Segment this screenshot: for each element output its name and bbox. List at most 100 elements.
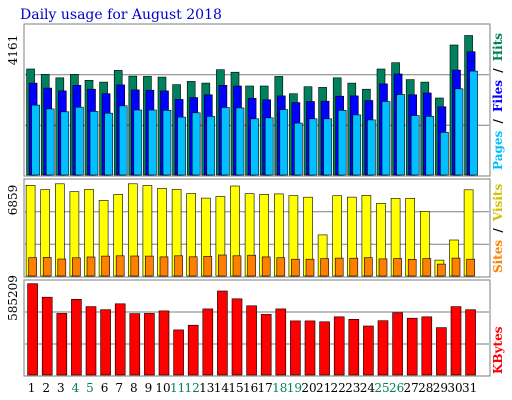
pages-bar-day-29 (440, 132, 449, 176)
sites-bar-day-16 (247, 254, 256, 277)
visits-panel-legend: Sites / Visits (491, 184, 505, 273)
sites-bar-day-19 (291, 258, 300, 277)
pages-bar-day-11 (177, 116, 186, 176)
sites-bar-day-28 (422, 258, 432, 277)
day-label-1: 1 (28, 381, 36, 395)
pages-bar-day-26 (396, 94, 405, 176)
sites-bar-day-10 (159, 256, 169, 277)
kbytes-bar-day-27 (406, 317, 418, 376)
pages-bar-day-31 (469, 70, 478, 176)
kbytes-bar-day-5 (85, 306, 97, 376)
sites-bar-day-20 (305, 258, 315, 277)
day-label-14: 14 (214, 381, 230, 395)
day-label-19: 19 (287, 381, 302, 395)
kbytes-bar-day-11 (173, 329, 184, 376)
sites-bar-day-25 (378, 258, 388, 277)
pages-bar-day-21 (323, 118, 332, 176)
kbytes-bar-day-22 (333, 316, 345, 376)
kbytes-bar-day-17 (260, 314, 272, 376)
pages-bar-day-1 (31, 104, 40, 176)
pages-bar-day-28 (425, 116, 435, 176)
kbytes-bar-day-8 (129, 313, 141, 376)
pages-bar-day-9 (148, 109, 157, 176)
day-label-12: 12 (185, 381, 200, 395)
day-label-2: 2 (42, 381, 50, 395)
legend-separator: / (491, 68, 505, 73)
sites-bar-day-8 (130, 255, 140, 277)
legend-sites: Sites (491, 240, 505, 273)
pages-bar-day-18 (279, 109, 289, 176)
kbytes-bar-day-9 (144, 313, 155, 376)
pages-bar-day-17 (264, 117, 274, 176)
kbytes-bar-day-13 (202, 308, 214, 376)
pages-bar-day-22 (337, 110, 347, 176)
kbytes-bar-day-16 (246, 305, 257, 376)
day-label-17: 17 (258, 381, 273, 395)
kbytes-bar-day-31 (465, 309, 476, 376)
pages-bar-day-30 (454, 88, 464, 176)
legend-files: Files (491, 80, 505, 112)
sites-bar-day-15 (232, 255, 242, 277)
kbytes-bar-day-25 (377, 320, 389, 376)
day-label-11: 11 (170, 381, 185, 395)
pages-bar-day-12 (191, 112, 201, 176)
pages-bar-day-3 (60, 111, 70, 176)
pages-bar-day-24 (367, 119, 376, 176)
day-label-15: 15 (228, 381, 243, 395)
kbytes-bar-day-29 (436, 327, 447, 376)
day-label-23: 23 (345, 381, 360, 395)
chart-title: Daily usage for August 2018 (20, 7, 222, 23)
kbytes-bar-day-2 (41, 296, 53, 376)
kbytes-bar-day-3 (56, 313, 68, 376)
day-label-20: 20 (301, 381, 316, 395)
pages-bar-day-15 (235, 107, 245, 176)
kbytes-bar-day-7 (114, 303, 126, 376)
kbytes-bar-day-12 (187, 324, 199, 376)
pages-bar-day-14 (221, 107, 230, 176)
day-label-6: 6 (101, 381, 109, 395)
kbytes-panel-ymax-label: 585209 (6, 275, 20, 321)
pages-bar-day-2 (45, 108, 55, 176)
sites-bar-day-9 (145, 255, 154, 277)
day-label-30: 30 (447, 381, 462, 395)
sites-bar-day-22 (334, 257, 344, 277)
sites-bar-day-6 (101, 255, 110, 277)
sites-bar-day-30 (451, 257, 461, 277)
kbytes-bar-day-6 (100, 309, 111, 376)
pages-bar-day-4 (75, 106, 84, 176)
sites-bar-day-13 (203, 256, 213, 277)
day-label-31: 31 (462, 381, 477, 395)
kbytes-bar-day-14 (217, 290, 228, 376)
sites-bar-day-11 (174, 255, 183, 277)
kbytes-bar-day-24 (363, 325, 374, 376)
sites-bar-day-23 (349, 257, 359, 277)
day-label-9: 9 (145, 381, 153, 395)
day-label-22: 22 (331, 381, 346, 395)
kbytes-bar-day-23 (348, 318, 360, 376)
pages-bar-day-27 (410, 115, 420, 176)
day-label-13: 13 (199, 381, 214, 395)
hits-panel-ymax-label: 4161 (6, 35, 20, 66)
sites-bar-day-17 (261, 256, 271, 277)
pages-bar-day-20 (308, 118, 318, 176)
legend-visits: Visits (491, 184, 505, 223)
bar-layer (25, 35, 489, 376)
legend-kbytes: KBytes (491, 326, 505, 374)
pages-bar-day-19 (294, 122, 303, 176)
sites-bar-day-4 (72, 257, 81, 277)
pages-bar-day-5 (89, 111, 99, 176)
day-label-28: 28 (418, 381, 433, 395)
sites-bar-day-14 (218, 254, 227, 277)
sites-bar-day-3 (57, 258, 67, 277)
pages-bar-day-25 (381, 101, 391, 176)
pages-bar-day-8 (133, 109, 143, 176)
kbytes-bar-day-4 (71, 298, 82, 376)
kbytes-bar-day-15 (231, 298, 243, 376)
sites-bar-day-2 (42, 257, 52, 277)
hits-panel-legend: Pages / Files / Hits (491, 33, 505, 170)
day-label-21: 21 (316, 381, 331, 395)
day-label-27: 27 (404, 381, 419, 395)
day-label-26: 26 (389, 381, 404, 395)
legend-hits: Hits (491, 33, 505, 61)
